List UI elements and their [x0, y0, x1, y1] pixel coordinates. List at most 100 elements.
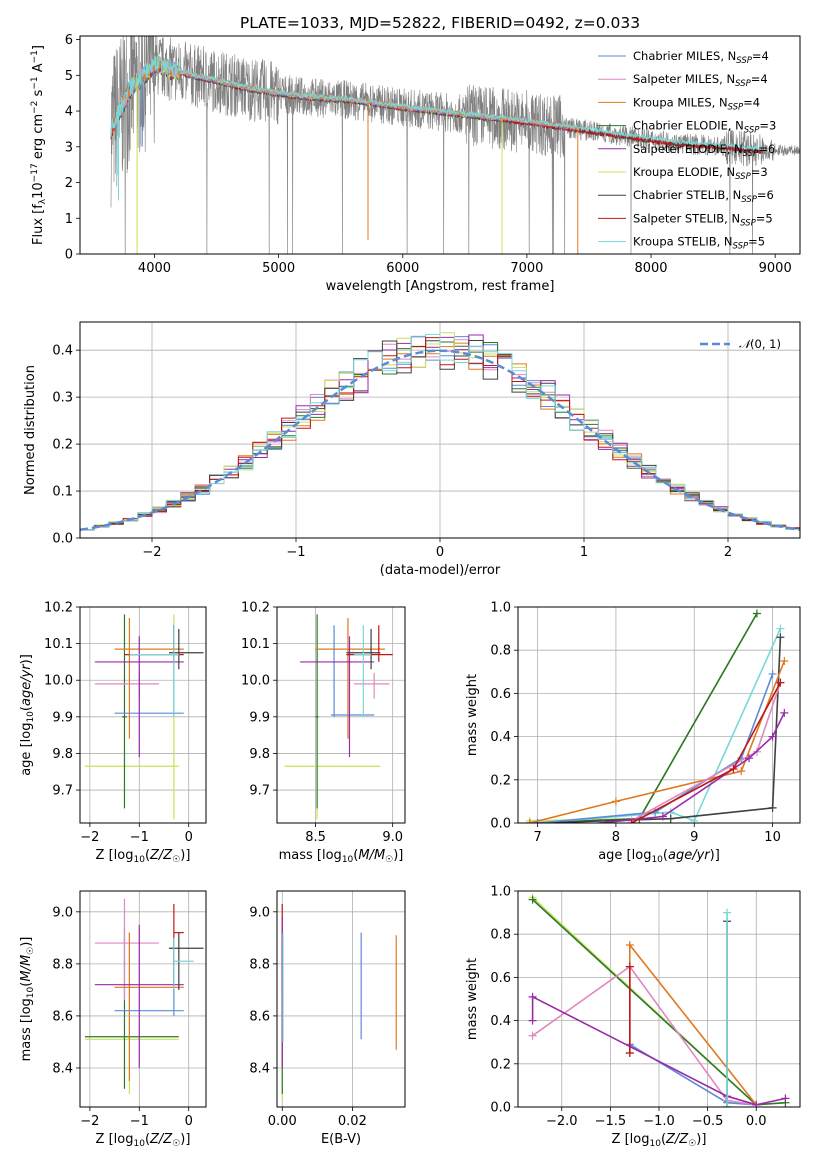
- weight-marker: [528, 1031, 537, 1040]
- x-axis-label: Z [log10(Z/Z☉)]: [96, 1132, 191, 1149]
- weight-marker: [528, 1016, 537, 1025]
- panel-weight-age: 7 8 9 10 0.0 0.2 0.4 0.6 0.8 1.0 age [log10(age/yr…: [465, 601, 801, 865]
- weight-marker: [625, 962, 634, 971]
- x-axis-label: E(B-V): [321, 1132, 361, 1147]
- panel-mass-Z: −2 −1 0 8.4 8.6 8.8 9.0 Z [log10(Z/Z☉)] mass [lo…: [19, 890, 207, 1149]
- y-tick-label: 10.0: [44, 674, 73, 689]
- legend-label: Salpeter MILES, NSSP=4: [633, 72, 768, 89]
- legend-label: Salpeter ELODIE, NSSP=6: [633, 142, 775, 159]
- x-axis-label: mass [log10(M/M☉)]: [279, 848, 404, 865]
- weight-marker: [723, 908, 732, 917]
- axes-frame: [79, 606, 207, 824]
- y-tick-label: 8.6: [249, 1009, 270, 1024]
- y-axis-label: Normed distribution: [23, 365, 38, 495]
- y-tick-label: 9.8: [52, 747, 73, 762]
- weight-marker: [752, 609, 761, 618]
- x-tick-label: −2: [80, 1114, 99, 1129]
- weight-marker: [781, 1094, 790, 1103]
- x-tick-label: 4000: [138, 261, 171, 276]
- y-tick-label: 9.7: [249, 784, 270, 799]
- figure-title: PLATE=1033, MJD=52822, FIBERID=0492, z=0…: [240, 14, 640, 32]
- weight-line-chabrier-miles: [537, 673, 774, 823]
- weight-line-chabrier-elodie: [529, 613, 758, 823]
- y-tick-label: 4: [65, 105, 73, 120]
- legend-label: Chabrier STELIB, NSSP=6: [633, 188, 774, 205]
- weight-line-kroupa-stelib: [537, 628, 782, 823]
- x-tick-label: 1: [580, 545, 588, 560]
- panel-mass-EBV: 0.00 0.02 8.4 8.6 8.8 9.0 E(B-V): [249, 890, 406, 1147]
- weight-marker: [752, 1100, 761, 1107]
- legend-label: Chabrier MILES, NSSP=4: [633, 49, 769, 66]
- plot-area: [80, 332, 800, 532]
- x-axis-label: wavelength [Angstrom, rest frame]: [326, 279, 555, 294]
- panel-residuals: −2 −1 0 1 2 0.0 0.1 0.2 0.3 0.4 (data-model)/error…: [23, 321, 801, 578]
- weight-line-salpeter-miles: [532, 965, 757, 1106]
- x-tick-label: 0.02: [338, 1114, 367, 1129]
- legend-label: Kroupa MILES, NSSP=4: [633, 95, 760, 112]
- weight-line-kroupa-miles: [629, 942, 757, 1106]
- y-tick-label: 0.8: [490, 644, 511, 659]
- x-tick-label: 2: [724, 545, 732, 560]
- plot-area: [284, 614, 393, 820]
- weight-marker: [625, 1049, 634, 1057]
- x-axis-label: Z [log10(Z/Z☉)]: [612, 1132, 707, 1149]
- panel-age-mass: 8.5 9.0 9.7 9.8 9.9 10.0 10.1 10.2 mass [log10(M…: [241, 601, 406, 865]
- y-tick-label: 9.9: [52, 710, 73, 725]
- legend-label: Kroupa ELODIE, NSSP=3: [633, 165, 768, 182]
- x-tick-label: −2.0: [546, 1114, 578, 1129]
- x-tick-label: 0.0: [746, 1114, 767, 1129]
- weight-marker: [525, 819, 534, 823]
- x-tick-label: 9.0: [382, 830, 403, 845]
- legend-label: 𝒩(0, 1): [739, 337, 781, 351]
- y-tick-label: 10.0: [241, 674, 270, 689]
- model-kroupa-stelib: [110, 55, 763, 152]
- y-tick-label: 1.0: [490, 885, 511, 900]
- panel-spectrum: 4000 5000 6000 7000 8000 9000 0 1 2 3 4 5 6 wavelengt…: [30, 33, 801, 294]
- x-tick-label: 8.5: [305, 830, 326, 845]
- y-axis-label: mass weight: [465, 674, 480, 756]
- weight-marker: [723, 1103, 732, 1107]
- panel-weight-Z: −2.0 −1.5 −1.0 −0.5 0.0 0.0 0.2 0.4 0.6 0.8 1.0 Z […: [465, 885, 801, 1149]
- plot-area: [525, 609, 789, 823]
- y-tick-label: 0.4: [52, 344, 73, 359]
- y-tick-label: 0.6: [490, 687, 511, 702]
- plot-area: [110, 36, 800, 254]
- x-tick-label: 0.00: [268, 1114, 297, 1129]
- y-tick-label: 8.8: [52, 957, 73, 972]
- weight-marker: [625, 941, 634, 949]
- x-tick-label: 0: [185, 830, 193, 845]
- y-tick-label: 0.0: [490, 1101, 511, 1116]
- y-tick-label: 0.2: [490, 1057, 511, 1072]
- weight-marker: [533, 819, 542, 823]
- y-tick-label: 10.2: [44, 601, 73, 616]
- x-tick-label: −2: [142, 545, 161, 560]
- y-tick-label: 1: [65, 212, 73, 227]
- plot-area: [528, 893, 790, 1107]
- y-axis-label: mass [log10(M/M☉)]: [19, 937, 36, 1062]
- y-tick-label: 0: [65, 248, 73, 263]
- x-tick-label: −1: [130, 1114, 149, 1129]
- x-tick-label: 7000: [510, 261, 543, 276]
- weight-marker: [658, 812, 667, 821]
- gridlines: [80, 606, 206, 823]
- weight-marker: [745, 754, 754, 763]
- y-tick-label: 9.0: [52, 905, 73, 920]
- gridlines: [277, 891, 405, 1107]
- y-tick-label: 9.0: [249, 905, 270, 920]
- x-tick-label: −0.5: [692, 1114, 724, 1129]
- weight-line-kroupa-miles: [529, 660, 786, 823]
- weight-line-salpeter-elodie: [600, 712, 786, 823]
- x-tick-label: 0: [436, 545, 444, 560]
- y-tick-label: 0.0: [52, 532, 73, 547]
- x-tick-label: −1: [286, 545, 305, 560]
- x-tick-label: 0: [185, 1114, 193, 1129]
- weight-marker: [528, 992, 537, 1001]
- y-tick-label: 0.8: [490, 928, 511, 943]
- y-tick-label: 9.7: [52, 784, 73, 799]
- weight-line-chabrier-stelib: [537, 637, 782, 823]
- y-tick-label: 0.2: [52, 438, 73, 453]
- weight-marker: [737, 767, 746, 776]
- y-tick-label: 0.2: [490, 773, 511, 788]
- axes-frame: [517, 890, 801, 1108]
- y-tick-label: 9.8: [249, 747, 270, 762]
